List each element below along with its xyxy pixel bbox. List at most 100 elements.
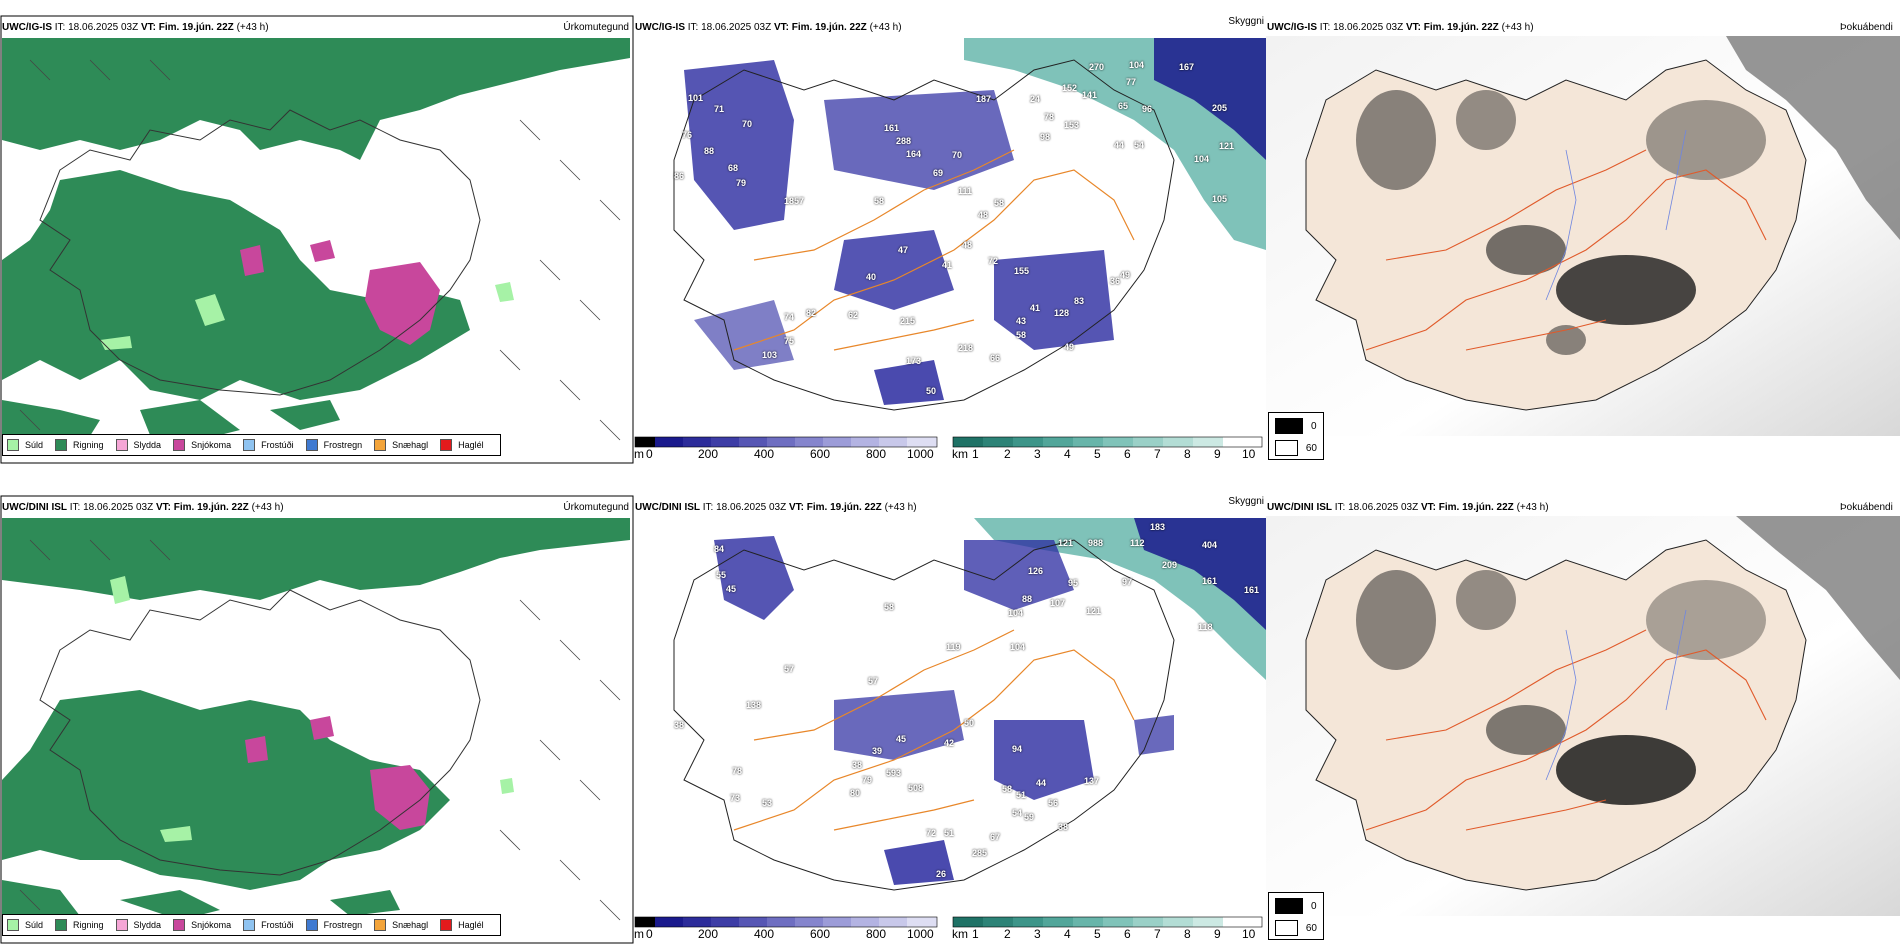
ceiling-colorbar: m 0 200 400 600 800 1000 [634, 916, 939, 942]
panel-header: UWC/IG-IS IT: 18.06.2025 03Z VT: Fim. 19… [2, 22, 269, 33]
ceiling-label: 78 [732, 766, 743, 776]
visibility-colorbar: km 1 2 3 4 5 6 7 8 9 10 [952, 916, 1264, 942]
ceiling-label: 173 [906, 356, 922, 366]
visibility-tick: 5 [1094, 927, 1101, 941]
ceiling-label: 57 [784, 664, 795, 674]
legend-swatch [115, 439, 128, 451]
sea-fog-ne [1736, 516, 1900, 680]
visibility-unit: km [952, 927, 968, 941]
fog-title: Þokuábendi [1840, 502, 1893, 513]
ceiling-label: 270 [1089, 62, 1105, 72]
fog-swatch [1275, 898, 1303, 914]
ceiling-label: 164 [906, 149, 922, 159]
cloud-map-canvas [673, 518, 1266, 891]
legend-freezing-drizzle: Frostúði [243, 439, 294, 451]
ceiling-label: 72 [988, 256, 999, 266]
ceiling-tick: 200 [698, 447, 719, 461]
ceiling-label: 508 [908, 783, 924, 793]
ceiling-tick: 800 [866, 447, 887, 461]
visibility-tick: 2 [1004, 447, 1011, 461]
ceiling-label: 55 [716, 570, 727, 580]
visibility-tick: 6 [1124, 447, 1131, 461]
visibility-tick: 1 [972, 927, 979, 941]
legend-freezing-rain: Frostregn [305, 439, 362, 451]
visibility-tick: 3 [1034, 927, 1041, 941]
ceiling-tick: 200 [698, 927, 719, 941]
ceiling-label: 112 [1130, 538, 1145, 548]
ceiling-label: 48 [978, 210, 989, 220]
ceiling-label: 36 [1110, 276, 1121, 286]
ceiling-tick: 400 [754, 447, 775, 461]
ceiling-label: 73 [730, 793, 741, 803]
drizzle-areas [100, 282, 514, 350]
visibility-tick: 10 [1242, 447, 1256, 461]
precip-map-canvas [0, 495, 634, 944]
fog-swatch [1275, 920, 1298, 936]
ceiling-label: 66 [990, 353, 1001, 363]
ceiling-label: 65 [1118, 101, 1129, 111]
legend-hail: Haglél [440, 439, 484, 451]
ceiling-label: 285 [972, 848, 988, 858]
ceiling-label: 82 [806, 308, 817, 318]
ceiling-label: 45 [896, 734, 907, 744]
visibility-colorbar-ramp [952, 436, 1263, 448]
legend-hail: Haglél [440, 919, 484, 931]
ceiling-label: 44 [1036, 778, 1047, 788]
rivers [1545, 609, 1687, 781]
ceiling-colorbar-ramp [634, 916, 938, 928]
roads [1365, 149, 1767, 351]
visibility-tick: 1 [972, 447, 979, 461]
ceiling-label: 161 [884, 123, 900, 133]
roads [733, 149, 1135, 351]
ceiling-label: 58 [874, 196, 885, 206]
ceiling-label: 101 [688, 93, 704, 103]
precip-legend: Súld Rigning Slydda Snjókoma Frostúði Fr… [2, 914, 501, 936]
roads [1365, 629, 1767, 831]
dense-cloud-area-ne [1134, 518, 1266, 630]
visibility-tick: 7 [1154, 447, 1161, 461]
visibility-colorbar: km 1 2 3 4 5 6 7 8 9 10 [952, 436, 1264, 462]
ceiling-label: 103 [762, 350, 778, 360]
ceiling-label: 72 [926, 828, 937, 838]
precip-map-canvas [0, 15, 634, 464]
ceiling-label: 104 [1008, 608, 1024, 618]
ceiling-label: 187 [976, 94, 992, 104]
ceiling-tick: 800 [866, 927, 887, 941]
legend-swatch [173, 919, 186, 931]
ceiling-label: 153 [1064, 120, 1080, 130]
ceiling-label: 78 [1044, 112, 1055, 122]
rivers [1545, 129, 1687, 301]
fog-map-canvas [1266, 516, 1900, 916]
panel-header: UWC/DINI ISL IT: 18.06.2025 03Z VT: Fim.… [1267, 502, 1549, 513]
ceiling-label: 104 [1129, 60, 1145, 70]
ceiling-label: 107 [1050, 598, 1066, 608]
ceiling-label: 62 [848, 310, 859, 320]
ceiling-label: 288 [896, 136, 912, 146]
ceiling-label: 76 [682, 130, 693, 140]
cloud-title: Skyggni [1228, 496, 1264, 507]
ceiling-label: 57 [794, 196, 805, 206]
ceiling-label: 152 [1062, 83, 1078, 93]
legend-rain: Rigning [55, 439, 104, 451]
ceiling-label: 42 [944, 738, 955, 748]
fog-map-canvas [1266, 36, 1900, 436]
ceiling-tick: 0 [646, 447, 653, 461]
ceiling-visibility-map-igis: UWC/IG-IS IT: 18.06.2025 03Z VT: Fim. 19… [634, 0, 1266, 465]
ceiling-label: 50 [926, 386, 937, 396]
rain-areas [2, 38, 630, 440]
ceiling-label: 104 [1010, 642, 1026, 652]
cloud-map-canvas [673, 38, 1266, 411]
visibility-tick: 9 [1214, 927, 1221, 941]
precip-title: Úrkomutegund [563, 502, 629, 513]
visibility-colorbar-ramp [952, 916, 1263, 928]
ceiling-label: 18 [784, 196, 795, 206]
fog-legend-row: 60 [1275, 919, 1317, 937]
legend-sleet: Slydda [115, 919, 161, 931]
ceiling-label: 84 [714, 544, 725, 554]
ceiling-label: 111 [958, 186, 973, 196]
ceiling-label: 74 [784, 312, 795, 322]
fog-title: Þokuábendi [1840, 22, 1893, 33]
ceiling-label: 593 [886, 768, 902, 778]
ceiling-label: 161 [1244, 585, 1260, 595]
ceiling-label: 69 [933, 168, 944, 178]
